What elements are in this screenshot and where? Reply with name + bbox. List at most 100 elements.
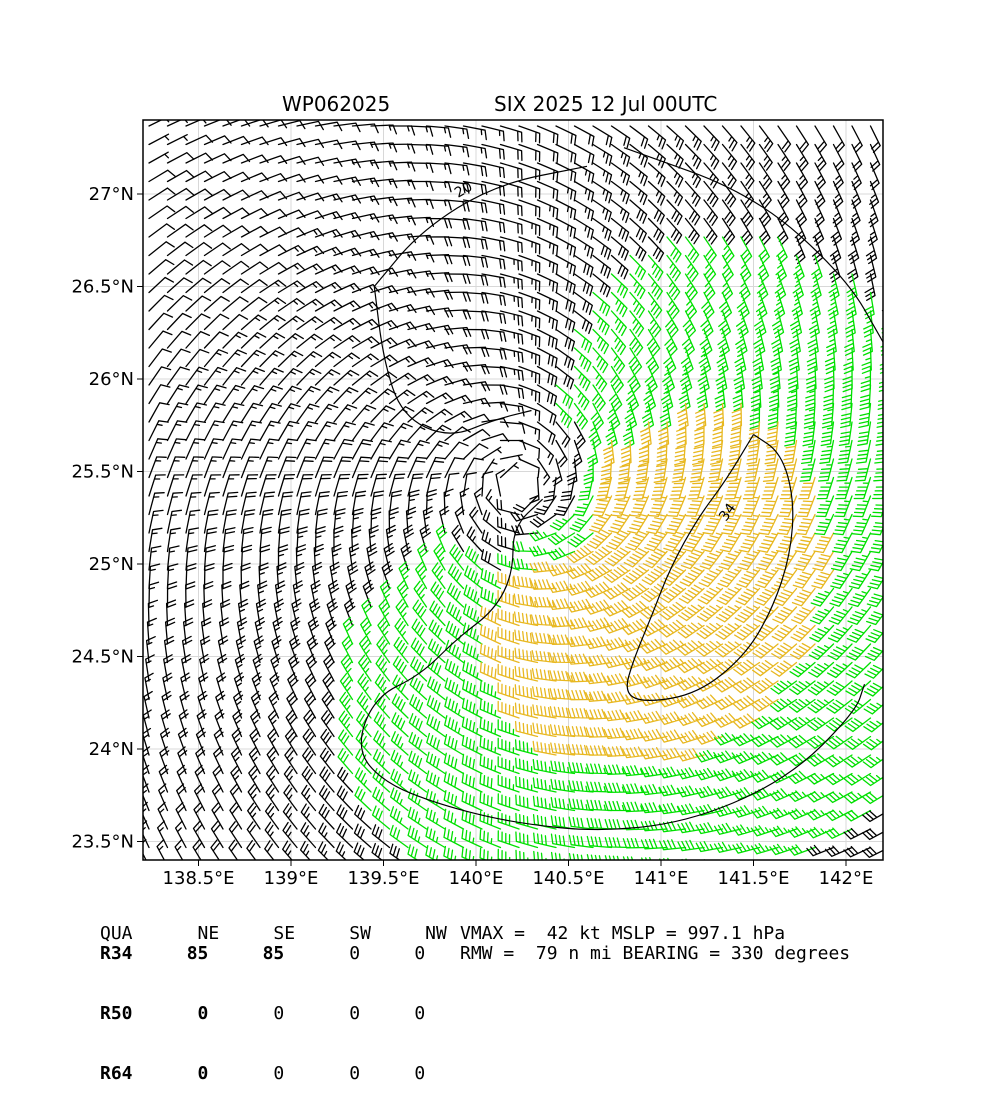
wind-barb <box>887 200 896 227</box>
wind-barb <box>318 803 335 830</box>
wind-barb <box>161 690 172 719</box>
wind-barb <box>702 513 724 535</box>
wind-barb <box>784 421 798 447</box>
wind-barb <box>584 654 613 667</box>
wind-barb <box>844 754 872 768</box>
wind-barb <box>333 490 349 516</box>
wind-barb <box>547 580 576 594</box>
wind-barb <box>573 236 594 259</box>
wind-barb <box>803 402 816 429</box>
wind-barb <box>640 802 668 814</box>
wind-barb <box>166 527 181 553</box>
radii-value: 0 <box>349 1003 361 1024</box>
wind-barb <box>193 802 206 830</box>
wind-barb <box>444 677 465 701</box>
wind-barb <box>351 195 380 205</box>
wind-barb <box>180 672 191 701</box>
wind-barb <box>889 126 898 153</box>
wind-barb <box>336 804 354 830</box>
wind-barb <box>862 774 883 787</box>
wind-barb <box>732 842 761 854</box>
wind-barb <box>222 527 236 553</box>
wind-barb <box>443 789 465 812</box>
wind-barb <box>351 473 369 497</box>
wind-barb <box>333 158 361 169</box>
wind-barb <box>148 276 175 294</box>
x-tick-label: 141.5°E <box>718 868 790 889</box>
wind-barb <box>769 752 798 766</box>
wind-barb <box>444 326 472 338</box>
wind-barb <box>351 266 380 276</box>
wind-barb <box>829 254 841 283</box>
wind-barb <box>185 384 208 405</box>
wind-barb <box>586 835 613 849</box>
wind-barb <box>394 617 409 645</box>
wind-barb <box>719 532 742 553</box>
wind-barb <box>647 217 665 244</box>
wind-barb <box>738 532 761 553</box>
radii-header-nw: NW <box>425 923 447 944</box>
wind-barb <box>603 673 631 686</box>
wind-barb <box>481 236 506 252</box>
wind-barb <box>549 724 576 738</box>
wind-barb <box>676 767 705 780</box>
wind-barb <box>826 698 853 714</box>
wind-barb <box>795 180 808 209</box>
wind-barb <box>721 513 742 535</box>
wind-barb <box>592 347 609 374</box>
wind-barb <box>240 438 261 460</box>
radii-value: 0 <box>414 1003 426 1024</box>
wind-barb <box>602 637 631 651</box>
wind-barb <box>495 469 505 497</box>
wind-barb <box>231 727 243 756</box>
wind-barb <box>879 363 883 374</box>
wind-barb <box>868 557 883 572</box>
wind-barb <box>846 624 872 643</box>
wind-barb <box>846 643 872 661</box>
wind-barb <box>462 273 489 286</box>
wind-barb <box>568 761 594 775</box>
wind-barb <box>666 217 683 244</box>
wind-barb <box>530 614 557 627</box>
wind-barb <box>847 606 872 625</box>
wind-barb <box>296 403 320 423</box>
wind-barb <box>555 421 571 448</box>
wind-barb <box>550 778 576 793</box>
wind-barb <box>740 236 753 264</box>
wind-barb <box>550 742 576 756</box>
wind-barb <box>703 162 719 189</box>
wind-barb <box>512 495 539 513</box>
wind-barb <box>277 297 305 312</box>
wind-barb <box>592 495 613 517</box>
wind-barb <box>802 421 816 447</box>
wind-barb <box>755 569 779 589</box>
wind-barb <box>610 273 629 299</box>
wind-barb <box>296 526 308 553</box>
wind-barb <box>805 384 816 411</box>
wind-barb <box>407 374 435 386</box>
wind-barb <box>515 794 539 812</box>
wind-barb <box>573 180 595 203</box>
wind-barb <box>610 236 629 261</box>
wind-barb <box>479 773 502 793</box>
wind-barb <box>739 513 761 535</box>
wind-barb <box>166 509 183 534</box>
wind-barb <box>610 125 631 149</box>
wind-barb <box>314 334 342 349</box>
wind-barb <box>621 728 650 741</box>
wind-barb <box>788 734 816 749</box>
wind-barb <box>425 236 453 247</box>
wind-barb <box>159 727 171 756</box>
wind-barb <box>795 162 809 190</box>
wind-barb <box>666 495 687 517</box>
wind-barb <box>422 506 434 534</box>
wind-barb <box>777 180 790 209</box>
wind-barb <box>736 291 750 320</box>
wind-barb <box>658 675 687 690</box>
wind-barb <box>714 384 726 412</box>
wind-barb <box>333 335 361 349</box>
wind-barb <box>314 438 336 460</box>
wind-barb <box>259 509 274 534</box>
wind-barb <box>718 310 732 339</box>
wind-barb <box>333 369 360 386</box>
